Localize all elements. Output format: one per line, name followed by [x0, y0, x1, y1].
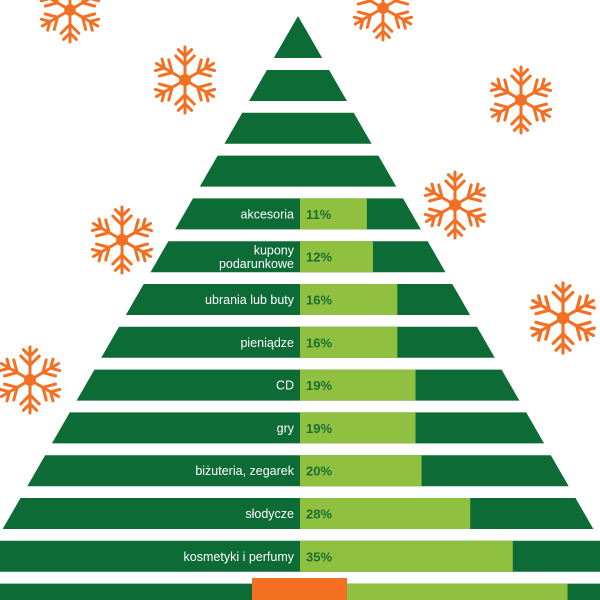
value-label: 12% — [306, 250, 332, 265]
value-bars — [300, 198, 568, 600]
value-bar — [300, 583, 568, 600]
value-label: 16% — [306, 293, 332, 308]
category-label: akcesoria — [241, 207, 295, 221]
category-label: kosmetyki i perfumy — [184, 550, 295, 564]
tree-tier — [101, 326, 495, 358]
snowflake-icon — [0, 345, 62, 415]
snowflake-icon — [153, 45, 217, 115]
tree-tier — [125, 284, 471, 315]
value-label: 20% — [306, 464, 332, 479]
tree-tier-empty — [249, 70, 347, 101]
value-label: 19% — [306, 421, 332, 436]
tree-tier — [2, 498, 594, 529]
snowflake-icon — [530, 281, 596, 355]
category-label-line: kupony — [254, 244, 295, 258]
value-label: 11% — [306, 207, 332, 222]
category-label: biżuteria, zegarek — [195, 464, 294, 478]
tree-tier — [27, 455, 569, 487]
value-bar — [300, 284, 398, 315]
value-bar — [300, 326, 398, 358]
value-label: 16% — [306, 335, 332, 350]
value-bar — [300, 412, 416, 444]
value-bar — [300, 241, 373, 273]
value-label: 28% — [306, 507, 332, 522]
tree-tier — [76, 369, 520, 401]
category-label: ubrania lub buty — [205, 293, 295, 307]
tree-trunk — [252, 578, 347, 600]
value-label: 35% — [306, 549, 332, 564]
snowflake-icon — [423, 170, 487, 240]
value-bar — [300, 369, 416, 401]
snowflake-decorations — [0, 0, 596, 415]
value-bar — [300, 540, 513, 572]
tree-tier-empty — [199, 155, 397, 187]
snowflake-icon — [39, 0, 101, 44]
value-bar — [300, 498, 471, 529]
category-label: CD — [276, 379, 294, 393]
category-label: kupony podarunkowe — [219, 244, 295, 272]
value-label: 19% — [306, 378, 332, 393]
tree-tier-empty — [224, 112, 372, 144]
category-label: słodycze — [245, 507, 294, 521]
tree-tier — [150, 241, 446, 273]
category-label: pieniądze — [240, 336, 294, 350]
snowflake-icon — [489, 65, 553, 135]
tree-tier — [175, 198, 421, 230]
category-label-line: podarunkowe — [219, 257, 294, 271]
snowflake-icon — [90, 205, 154, 275]
tree-tier — [51, 412, 545, 444]
snowflake-icon — [352, 0, 414, 42]
value-bar — [300, 455, 422, 487]
value-bar — [300, 198, 367, 230]
tree-top — [273, 16, 323, 58]
category-label: gry — [277, 421, 295, 435]
